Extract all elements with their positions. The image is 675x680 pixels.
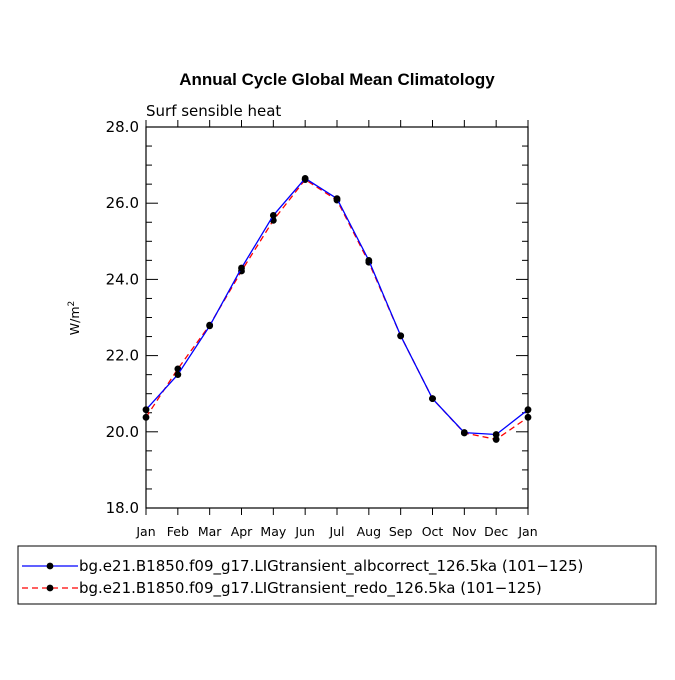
legend-label-0: bg.e21.B1850.f09_g17.LIGtransient_albcor… [79, 557, 583, 576]
chart-subtitle: Surf sensible heat [146, 102, 281, 120]
y-tick-label: 20.0 [106, 423, 139, 441]
y-tick-label: 22.0 [106, 347, 139, 365]
x-tick-label: Jan [517, 524, 537, 539]
x-tick-label: Apr [231, 524, 253, 539]
series-layer [142, 175, 532, 443]
legend-marker-1 [46, 584, 54, 592]
series-1-point [524, 413, 532, 421]
x-tick-label: Nov [452, 524, 477, 539]
series-0-point [492, 431, 500, 438]
x-tick-label: Mar [198, 524, 222, 539]
plot-frame [145, 126, 529, 509]
x-tick-label: Oct [422, 524, 444, 539]
series-0-point [238, 264, 245, 272]
y-axis-label-units: W/m [67, 306, 82, 335]
legend-label-1: bg.e21.B1850.f09_g17.LIGtransient_redo_1… [79, 579, 542, 598]
series-0-point [397, 332, 405, 340]
legend-marker-0 [46, 562, 54, 570]
x-tick-label: Jun [294, 524, 315, 539]
series-1-point [174, 365, 182, 373]
axes: 18.0 20.0 22.0 24.0 26.0 28.0 Jan Feb Mar Apr May J… [106, 118, 538, 539]
series-1-point [492, 436, 500, 443]
series-0-point [174, 371, 182, 379]
series-1-point [142, 413, 150, 421]
series-0-point [301, 175, 309, 182]
x-tick-label: Feb [167, 524, 189, 539]
series-line-1 [145, 178, 529, 441]
series-0-point [269, 211, 277, 219]
x-tick-label: Jul [328, 524, 344, 539]
y-tick-label: 24.0 [106, 270, 139, 288]
series-0-point [206, 322, 214, 330]
x-tick-label: Dec [484, 524, 508, 539]
series-0-point [365, 256, 373, 264]
y-tick-label: 26.0 [106, 194, 139, 212]
x-tick-label: Sep [389, 524, 413, 539]
series-0-point [142, 406, 150, 414]
series-0-point [333, 195, 341, 203]
legend-box [17, 545, 657, 605]
x-tick-label: Aug [357, 524, 381, 539]
chart-title: Annual Cycle Global Mean Climatology [179, 70, 495, 89]
series-0-point [429, 395, 436, 403]
x-tick-label: Jan [135, 524, 155, 539]
series-0-point [524, 406, 532, 414]
y-axis-label: W/m2 [67, 301, 82, 335]
y-tick-label: 28.0 [106, 118, 139, 136]
x-tick-label: May [260, 524, 286, 539]
series-0-point [460, 429, 468, 436]
y-axis-label-superscript: 2 [67, 301, 77, 307]
legend: bg.e21.B1850.f09_g17.LIGtransient_albcor… [17, 545, 657, 605]
series-line-0 [145, 177, 529, 436]
y-tick-label: 18.0 [106, 499, 139, 517]
